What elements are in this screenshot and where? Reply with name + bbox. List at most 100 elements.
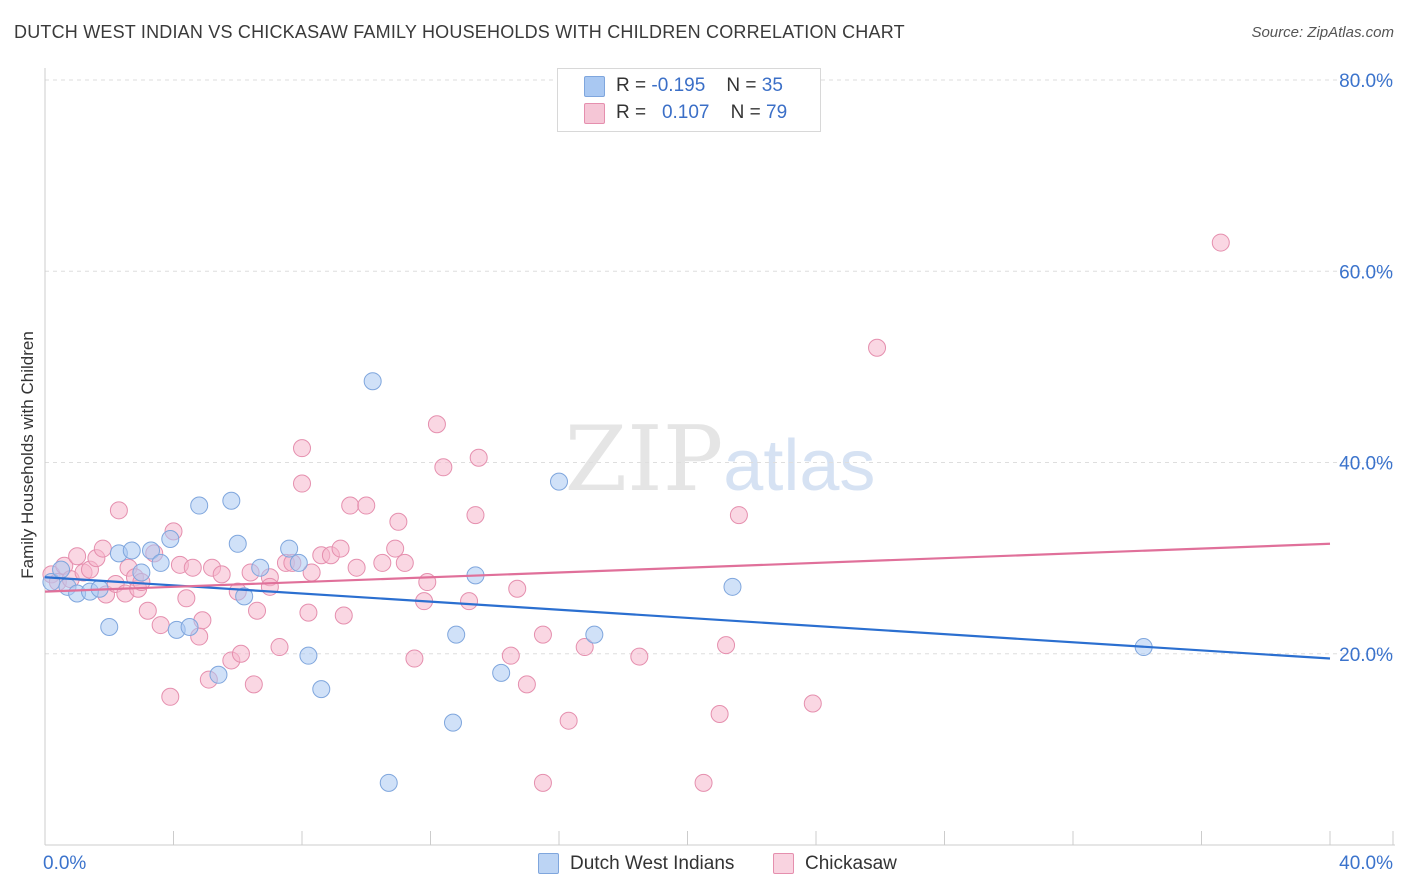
dutch-west-indian-point (151, 553, 170, 572)
chickasaw-point (138, 601, 157, 620)
chickasaw-point (68, 547, 87, 566)
chickasaw-point (389, 512, 408, 531)
dutch-west-indian-trend-line (44, 576, 1331, 660)
chickasaw-point (694, 773, 713, 792)
chickasaw-point (357, 496, 376, 515)
bottom-legend-swatch-blue (538, 853, 559, 874)
chickasaw-point (331, 539, 350, 558)
legend-r-value: 0.107 (661, 102, 710, 123)
dutch-west-indian-point (443, 713, 462, 732)
legend-swatch-blue (584, 76, 605, 97)
chickasaw-point (299, 603, 318, 622)
bottom-legend-label: Dutch West Indians (570, 853, 735, 874)
chickasaw-point (460, 592, 479, 611)
y-tick-label: 40.0% (1339, 454, 1393, 475)
legend-n-label: N = (726, 75, 757, 96)
chickasaw-point (575, 638, 594, 657)
dutch-west-indian-point (52, 560, 71, 579)
dutch-west-indian-point (492, 663, 511, 682)
dutch-west-indian-point (209, 665, 228, 684)
chickasaw-point (729, 506, 748, 525)
dutch-west-indian-point (222, 491, 241, 510)
chickasaw-point (334, 606, 353, 625)
chickasaw-point (717, 636, 736, 655)
chickasaw-point (93, 539, 112, 558)
chickasaw-point (803, 694, 822, 713)
dutch-west-indian-point (299, 646, 318, 665)
x-tick-label: 40.0% (1339, 853, 1393, 874)
chickasaw-point (1211, 233, 1230, 252)
chickasaw-point (868, 338, 887, 357)
chickasaw-point (212, 565, 231, 584)
x-tick-label: 0.0% (43, 853, 86, 874)
chickasaw-point (710, 704, 729, 723)
stats-legend: R = -0.195 N = 35 R = 0.107 N = 79 (557, 68, 821, 132)
dutch-west-indian-point (723, 577, 742, 596)
chickasaw-point (427, 415, 446, 434)
chickasaw-point (508, 579, 527, 598)
legend-swatch-pink (584, 103, 605, 124)
legend-r-label: R = (616, 102, 647, 123)
dutch-west-indian-point (289, 553, 308, 572)
watermark-zip: ZIP (565, 407, 724, 512)
chickasaw-point (386, 539, 405, 558)
dutch-west-indian-point (235, 587, 254, 606)
chickasaw-point (177, 589, 196, 608)
chickasaw-point (533, 625, 552, 644)
chickasaw-point (630, 647, 649, 666)
dutch-west-indian-point (447, 625, 466, 644)
legend-r-label: R = (616, 75, 647, 96)
dutch-west-indian-point (550, 472, 568, 491)
dutch-west-indian-point (161, 530, 180, 548)
dutch-west-indian-point (379, 773, 398, 792)
chickasaw-point (231, 644, 250, 663)
chickasaw-point (405, 649, 424, 668)
dutch-west-indian-point (312, 680, 331, 699)
dutch-west-indian-point (142, 541, 161, 560)
dutch-west-indian-point (122, 541, 141, 560)
chickasaw-point (248, 601, 267, 620)
chickasaw-point (466, 506, 485, 525)
chickasaw-point (559, 711, 578, 730)
chickasaw-point (469, 448, 488, 467)
chickasaw-point (517, 675, 536, 694)
chart-title: DUTCH WEST INDIAN VS CHICKASAW FAMILY HO… (14, 22, 905, 42)
legend-n-value: 35 (761, 75, 783, 96)
watermark: ZIPatlas (565, 407, 876, 512)
legend-n-label: N = (730, 102, 761, 123)
chickasaw-point (293, 474, 311, 493)
chickasaw-point (341, 496, 360, 515)
chickasaw-point (373, 553, 392, 572)
dutch-west-indian-point (280, 539, 299, 558)
chickasaw-point (501, 646, 520, 665)
chickasaw-point (244, 675, 263, 694)
dutch-west-indian-point (251, 558, 270, 577)
chickasaw-point (293, 439, 311, 458)
bottom-legend-swatch-pink (773, 853, 794, 874)
y-tick-label: 80.0% (1339, 71, 1393, 92)
y-tick-label: 20.0% (1339, 645, 1393, 666)
y-tick-label: 60.0% (1339, 262, 1393, 283)
watermark-atlas: atlas (723, 426, 875, 506)
chickasaw-point (270, 638, 289, 657)
dutch-west-indian-point (100, 617, 119, 636)
dutch-west-indian-point (180, 617, 199, 636)
chickasaw-point (109, 501, 128, 520)
legend-n-value: 79 (766, 102, 788, 123)
chickasaw-trend-line (44, 542, 1331, 593)
chickasaw-point (161, 687, 180, 706)
dutch-west-indian-point (190, 496, 209, 515)
dutch-west-indian-point (228, 534, 247, 553)
chickasaw-point (434, 458, 453, 477)
dutch-west-indian-point (363, 372, 382, 391)
chickasaw-point (183, 558, 202, 577)
legend-r-value: -0.195 (651, 75, 706, 96)
chickasaw-point (395, 553, 414, 572)
source-label: Source: ZipAtlas.com (1251, 24, 1394, 41)
dutch-west-indian-point (585, 625, 604, 644)
chickasaw-point (533, 773, 552, 792)
bottom-legend-label: Chickasaw (805, 853, 897, 874)
chickasaw-point (347, 558, 366, 577)
chickasaw-point (151, 616, 170, 635)
